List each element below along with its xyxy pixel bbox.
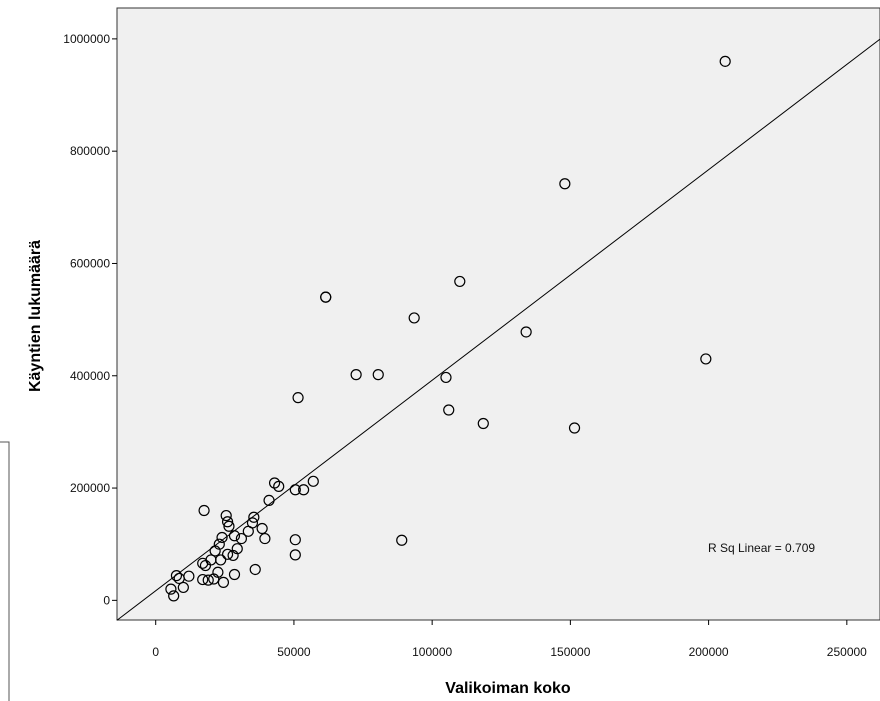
data-point (223, 520, 235, 532)
x-tick-label: 0 (152, 645, 159, 659)
data-point (289, 484, 301, 496)
data-point (199, 559, 212, 572)
data-point (221, 516, 234, 528)
data-point (217, 576, 230, 588)
y-axis: 0 200000 400000 600000 800000 1000000 (63, 32, 117, 607)
data-point (215, 554, 227, 566)
data-point (292, 392, 304, 404)
data-point (700, 353, 712, 365)
x-axis-title: Valikoiman koko (445, 680, 571, 697)
data-point (227, 549, 239, 562)
data-point (298, 484, 310, 496)
data-point (209, 545, 221, 557)
y-tick-label: 200000 (70, 481, 110, 495)
data-point (719, 55, 731, 67)
x-tick-label: 50000 (277, 645, 311, 659)
data-point (256, 522, 268, 535)
data-point (202, 574, 214, 586)
data-points (165, 55, 731, 602)
data-point (216, 531, 228, 544)
y-tick-label: 400000 (70, 369, 110, 383)
data-point (440, 371, 452, 384)
data-point (520, 326, 532, 338)
data-point (168, 590, 180, 602)
y-axis-title: Käyntien lukumäärä (27, 240, 44, 392)
data-point (165, 583, 177, 595)
data-point (289, 534, 301, 546)
data-point (249, 563, 261, 576)
data-point (307, 475, 319, 487)
data-point (228, 530, 241, 542)
y-tick-label: 600000 (70, 256, 110, 270)
y-tick-label: 0 (103, 593, 110, 607)
data-point (273, 480, 285, 492)
data-point (208, 573, 220, 585)
data-point (242, 525, 254, 537)
x-axis: 0 50000 100000 150000 200000 250000 (152, 620, 867, 659)
x-tick-label: 200000 (689, 645, 729, 659)
y-tick-label: 1000000 (63, 32, 110, 46)
data-point (559, 178, 571, 190)
r-squared-annotation: R Sq Linear = 0.709 (708, 541, 815, 555)
data-point (248, 511, 260, 523)
data-point (221, 548, 234, 560)
plot-area (116, 7, 880, 621)
data-point (197, 573, 209, 586)
data-point (197, 557, 209, 569)
y-tick-label: 800000 (70, 144, 110, 158)
data-point (350, 369, 362, 381)
data-point (228, 568, 241, 581)
data-point (289, 549, 301, 561)
data-point (568, 422, 581, 434)
x-tick-label: 150000 (550, 645, 590, 659)
data-point (259, 532, 271, 545)
data-point (177, 581, 189, 594)
fit-line (116, 38, 880, 621)
data-point (454, 275, 466, 288)
data-point (396, 534, 408, 546)
x-tick-label: 250000 (827, 645, 867, 659)
x-tick-label: 100000 (412, 645, 452, 659)
data-point (173, 572, 185, 585)
data-point (170, 570, 183, 582)
data-point (443, 404, 455, 416)
data-point (477, 417, 489, 430)
data-point (263, 494, 275, 507)
data-point (408, 312, 420, 324)
data-point (320, 291, 332, 303)
data-point (198, 504, 210, 517)
legend-frame-fragment (0, 441, 10, 701)
data-point (220, 509, 232, 522)
data-point (235, 532, 248, 545)
data-point (372, 369, 384, 381)
